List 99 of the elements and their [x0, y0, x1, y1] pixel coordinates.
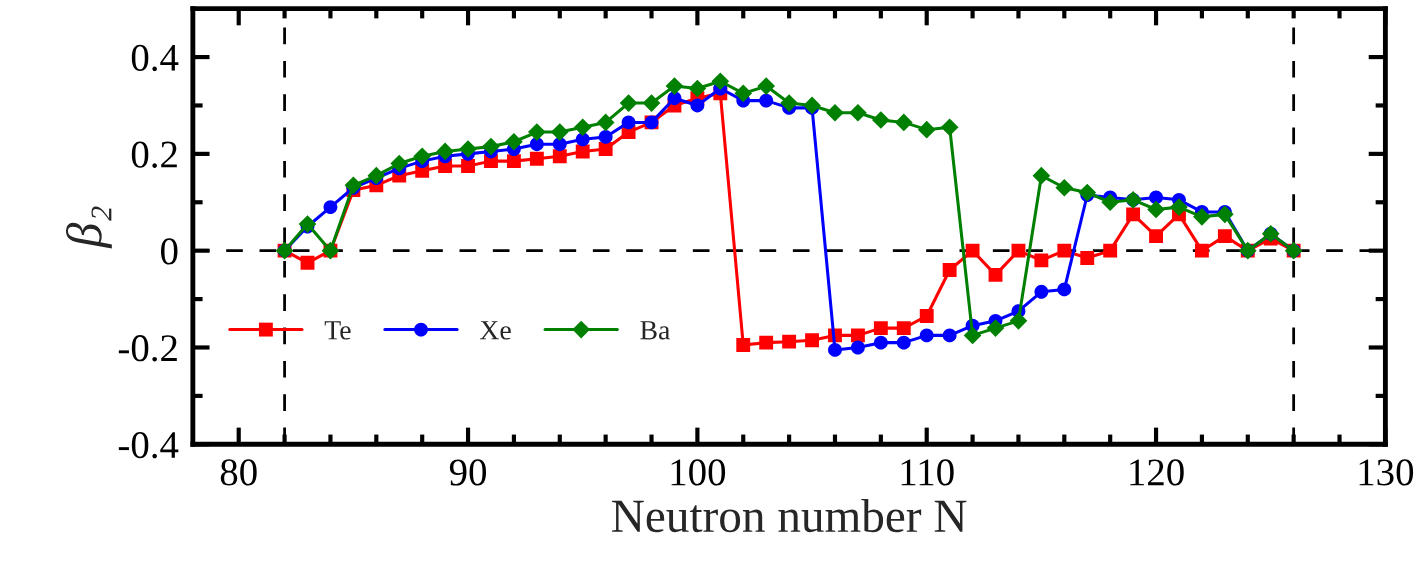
x-tick-label: 80: [220, 459, 257, 486]
point: [736, 338, 751, 353]
point: [1194, 243, 1209, 258]
point: [919, 309, 934, 323]
point: [459, 140, 477, 158]
point: [1034, 284, 1049, 299]
point: [757, 77, 776, 95]
point: [552, 149, 567, 164]
point: [780, 94, 798, 112]
point: [482, 137, 500, 156]
point: [461, 159, 475, 173]
point: [619, 94, 638, 112]
point: [942, 263, 957, 277]
point: [596, 113, 615, 132]
point: [413, 147, 432, 166]
point: [849, 103, 867, 122]
point: [1216, 205, 1234, 224]
point: [826, 103, 844, 122]
point: [367, 166, 386, 185]
point: [986, 319, 1005, 337]
point: [1170, 198, 1188, 216]
point: [1080, 250, 1095, 265]
point: [550, 123, 569, 141]
point: [872, 111, 890, 129]
point: [759, 335, 774, 350]
point: [436, 142, 454, 161]
point: [1034, 253, 1049, 268]
point: [528, 123, 546, 141]
point: [1009, 312, 1028, 330]
x-tick-label: 110: [901, 459, 954, 486]
point: [1149, 229, 1163, 244]
y-tick-label: -0.2: [118, 335, 177, 362]
point: [300, 255, 315, 270]
point: [323, 200, 338, 215]
point: [828, 342, 842, 357]
point: [1011, 243, 1026, 258]
point: [711, 72, 730, 91]
point: [505, 132, 523, 151]
point: [850, 340, 865, 355]
point: [965, 243, 980, 258]
legend-label: Ba: [640, 321, 670, 340]
point: [529, 151, 544, 166]
x-tick-label: 100: [671, 459, 726, 486]
point: [894, 113, 913, 132]
point: [896, 335, 911, 350]
y-tick-label: -0.4: [118, 431, 179, 459]
point: [1057, 243, 1072, 258]
y-tick-label: 0.4: [131, 44, 179, 72]
point: [1126, 207, 1141, 222]
point: [529, 137, 544, 152]
point: [896, 321, 911, 336]
point: [298, 215, 317, 233]
legend-label: Te: [324, 321, 351, 340]
point: [919, 328, 934, 343]
y-tick-label: 0.2: [131, 141, 177, 168]
point: [1101, 193, 1120, 212]
point: [873, 335, 888, 350]
point: [621, 115, 636, 130]
point: [575, 144, 590, 159]
point: [573, 118, 592, 137]
point: [963, 326, 982, 345]
point: [803, 96, 821, 115]
point: [988, 267, 1003, 282]
point: [552, 137, 567, 152]
point: [642, 94, 661, 112]
point: [917, 120, 936, 139]
point: [734, 84, 753, 103]
point: [942, 328, 957, 343]
point: [390, 154, 409, 173]
point: [506, 154, 521, 169]
point: [690, 98, 705, 113]
point: [759, 93, 774, 108]
point: [1193, 207, 1211, 226]
point: [575, 132, 590, 147]
point: [344, 176, 363, 195]
point: [1147, 200, 1165, 219]
point: [1057, 282, 1072, 297]
point: [1055, 178, 1074, 197]
point: [1078, 183, 1097, 202]
legend-label: Xe: [479, 321, 511, 340]
x-tick-label: 120: [1130, 459, 1184, 486]
point: [940, 118, 959, 137]
point: [850, 328, 865, 343]
point: [1103, 243, 1118, 258]
x-tick-label: 130: [1359, 459, 1414, 486]
point: [805, 333, 819, 348]
point: [598, 142, 613, 156]
point: [782, 334, 797, 349]
point: [1217, 229, 1232, 244]
point: [1149, 190, 1163, 205]
point: [873, 321, 888, 336]
point: [1032, 166, 1051, 185]
x-tick-label: 90: [449, 459, 487, 486]
y-axis-title: β₂: [65, 206, 112, 249]
point: [598, 129, 613, 144]
y-tick-label: 0: [161, 238, 178, 265]
x-axis-title: Neutron number N: [612, 499, 967, 533]
point: [688, 79, 707, 98]
point: [665, 77, 684, 95]
